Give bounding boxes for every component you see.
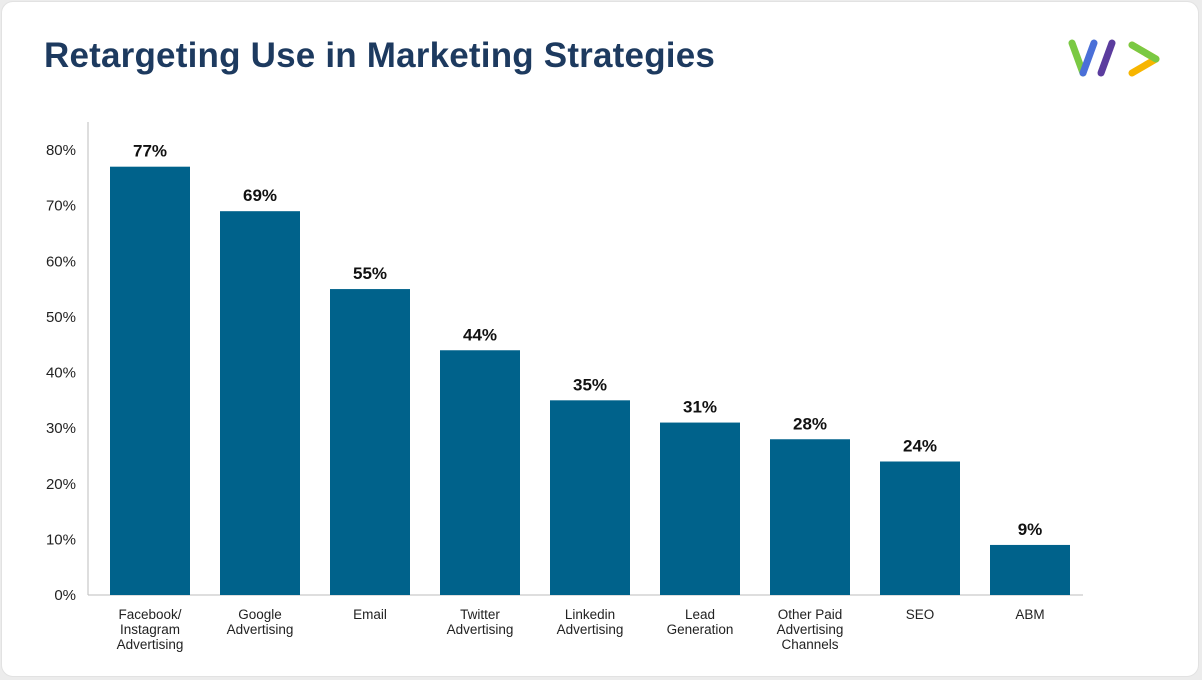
x-tick-label: Advertising	[557, 622, 624, 637]
y-tick-label: 20%	[46, 476, 76, 493]
y-tick-label: 60%	[46, 253, 76, 270]
x-tick-label: Google	[238, 607, 282, 622]
data-label: 9%	[1018, 520, 1043, 539]
bar	[440, 350, 520, 595]
data-label: 24%	[903, 437, 937, 456]
x-tick-label: Advertising	[447, 622, 514, 637]
bar	[660, 423, 740, 595]
bar	[770, 439, 850, 595]
bar	[880, 462, 960, 596]
x-tick-label: Other Paid	[778, 607, 843, 622]
x-tick-label: ABM	[1015, 607, 1044, 622]
x-tick-label: Channels	[781, 637, 838, 652]
x-tick-label: Advertising	[117, 637, 184, 652]
y-tick-label: 0%	[54, 587, 76, 604]
y-tick-label: 40%	[46, 365, 76, 382]
y-tick-label: 10%	[46, 531, 76, 548]
x-tick-label: Advertising	[777, 622, 844, 637]
data-label: 44%	[463, 325, 497, 344]
x-tick-label: SEO	[906, 607, 935, 622]
data-label: 77%	[133, 142, 167, 161]
x-tick-label: Advertising	[227, 622, 294, 637]
bar	[330, 289, 410, 595]
y-tick-label: 70%	[46, 198, 76, 215]
y-tick-label: 80%	[46, 142, 76, 159]
x-tick-label: Facebook/	[118, 607, 181, 622]
data-label: 55%	[353, 264, 387, 283]
x-tick-label: Generation	[667, 622, 734, 637]
y-tick-label: 50%	[46, 309, 76, 326]
x-tick-label: Instagram	[120, 622, 180, 637]
bar	[990, 545, 1070, 595]
bar	[110, 167, 190, 595]
x-tick-label: Linkedin	[565, 607, 615, 622]
data-label: 69%	[243, 186, 277, 205]
data-label: 31%	[683, 398, 717, 417]
data-label: 35%	[573, 375, 607, 394]
x-tick-label: Twitter	[460, 607, 500, 622]
bar	[220, 211, 300, 595]
y-tick-label: 30%	[46, 420, 76, 437]
x-tick-label: Lead	[685, 607, 715, 622]
x-tick-label: Email	[353, 607, 387, 622]
data-label: 28%	[793, 414, 827, 433]
bar	[550, 400, 630, 595]
